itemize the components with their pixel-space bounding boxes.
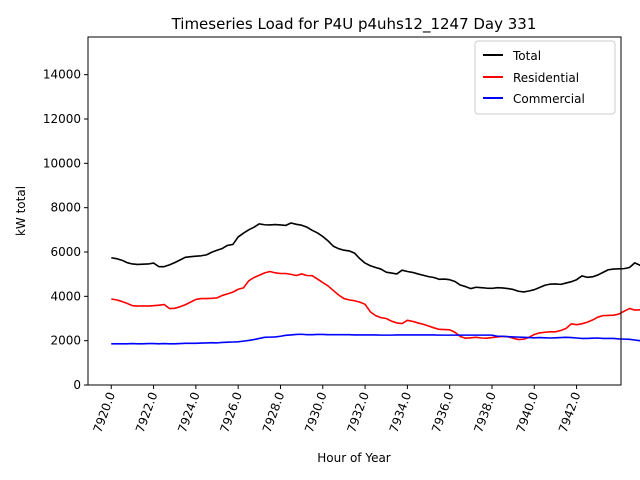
y-axis: 0 2000 4000 6000 8000 10000 12000 14000	[43, 68, 88, 392]
y-tick-label: 6000	[50, 245, 81, 259]
x-axis-label: Hour of Year	[317, 451, 391, 465]
y-tick-label: 2000	[50, 334, 81, 348]
legend-box	[474, 40, 616, 115]
legend-label-commercial: Commercial	[513, 92, 585, 106]
series-lines	[111, 222, 640, 345]
series-line-residential	[111, 270, 640, 341]
chart-title: Timeseries Load for P4U p4uhs12_1247 Day…	[171, 15, 537, 34]
y-tick-label: 8000	[50, 201, 81, 215]
legend: Total Residential Commercial	[474, 40, 616, 115]
plot-frame	[87, 36, 622, 386]
y-tick-label: 10000	[43, 156, 81, 170]
legend-label-residential: Residential	[513, 71, 579, 85]
y-tick-label: 12000	[43, 112, 81, 126]
y-tick-label: 14000	[43, 68, 81, 82]
series-line-total	[111, 222, 640, 293]
legend-label-total: Total	[512, 49, 541, 63]
y-tick-label: 0	[73, 378, 81, 392]
y-axis-label: kW total	[14, 186, 28, 236]
y-tick-label: 4000	[50, 289, 81, 303]
series-line-commercial	[111, 333, 640, 345]
